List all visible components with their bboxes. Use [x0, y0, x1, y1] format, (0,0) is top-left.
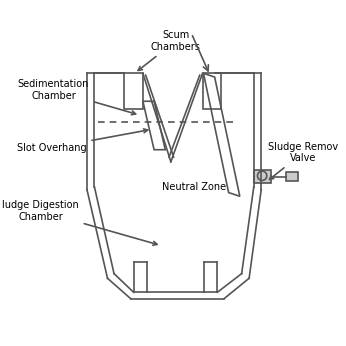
Bar [254, 170, 271, 183]
Text: Scum
Chambers: Scum Chambers [138, 30, 200, 71]
Text: Sludge Remov
Valve: Sludge Remov Valve [268, 142, 338, 180]
Bar [124, 73, 143, 109]
Bar [286, 172, 298, 181]
Text: Neutral Zone: Neutral Zone [162, 182, 226, 192]
Text: ludge Digestion
Chamber: ludge Digestion Chamber [2, 200, 157, 245]
Text: Slot Overhang: Slot Overhang [17, 129, 148, 153]
Text: Sedimentation
Chamber: Sedimentation Chamber [18, 79, 136, 115]
Bar [202, 73, 221, 109]
